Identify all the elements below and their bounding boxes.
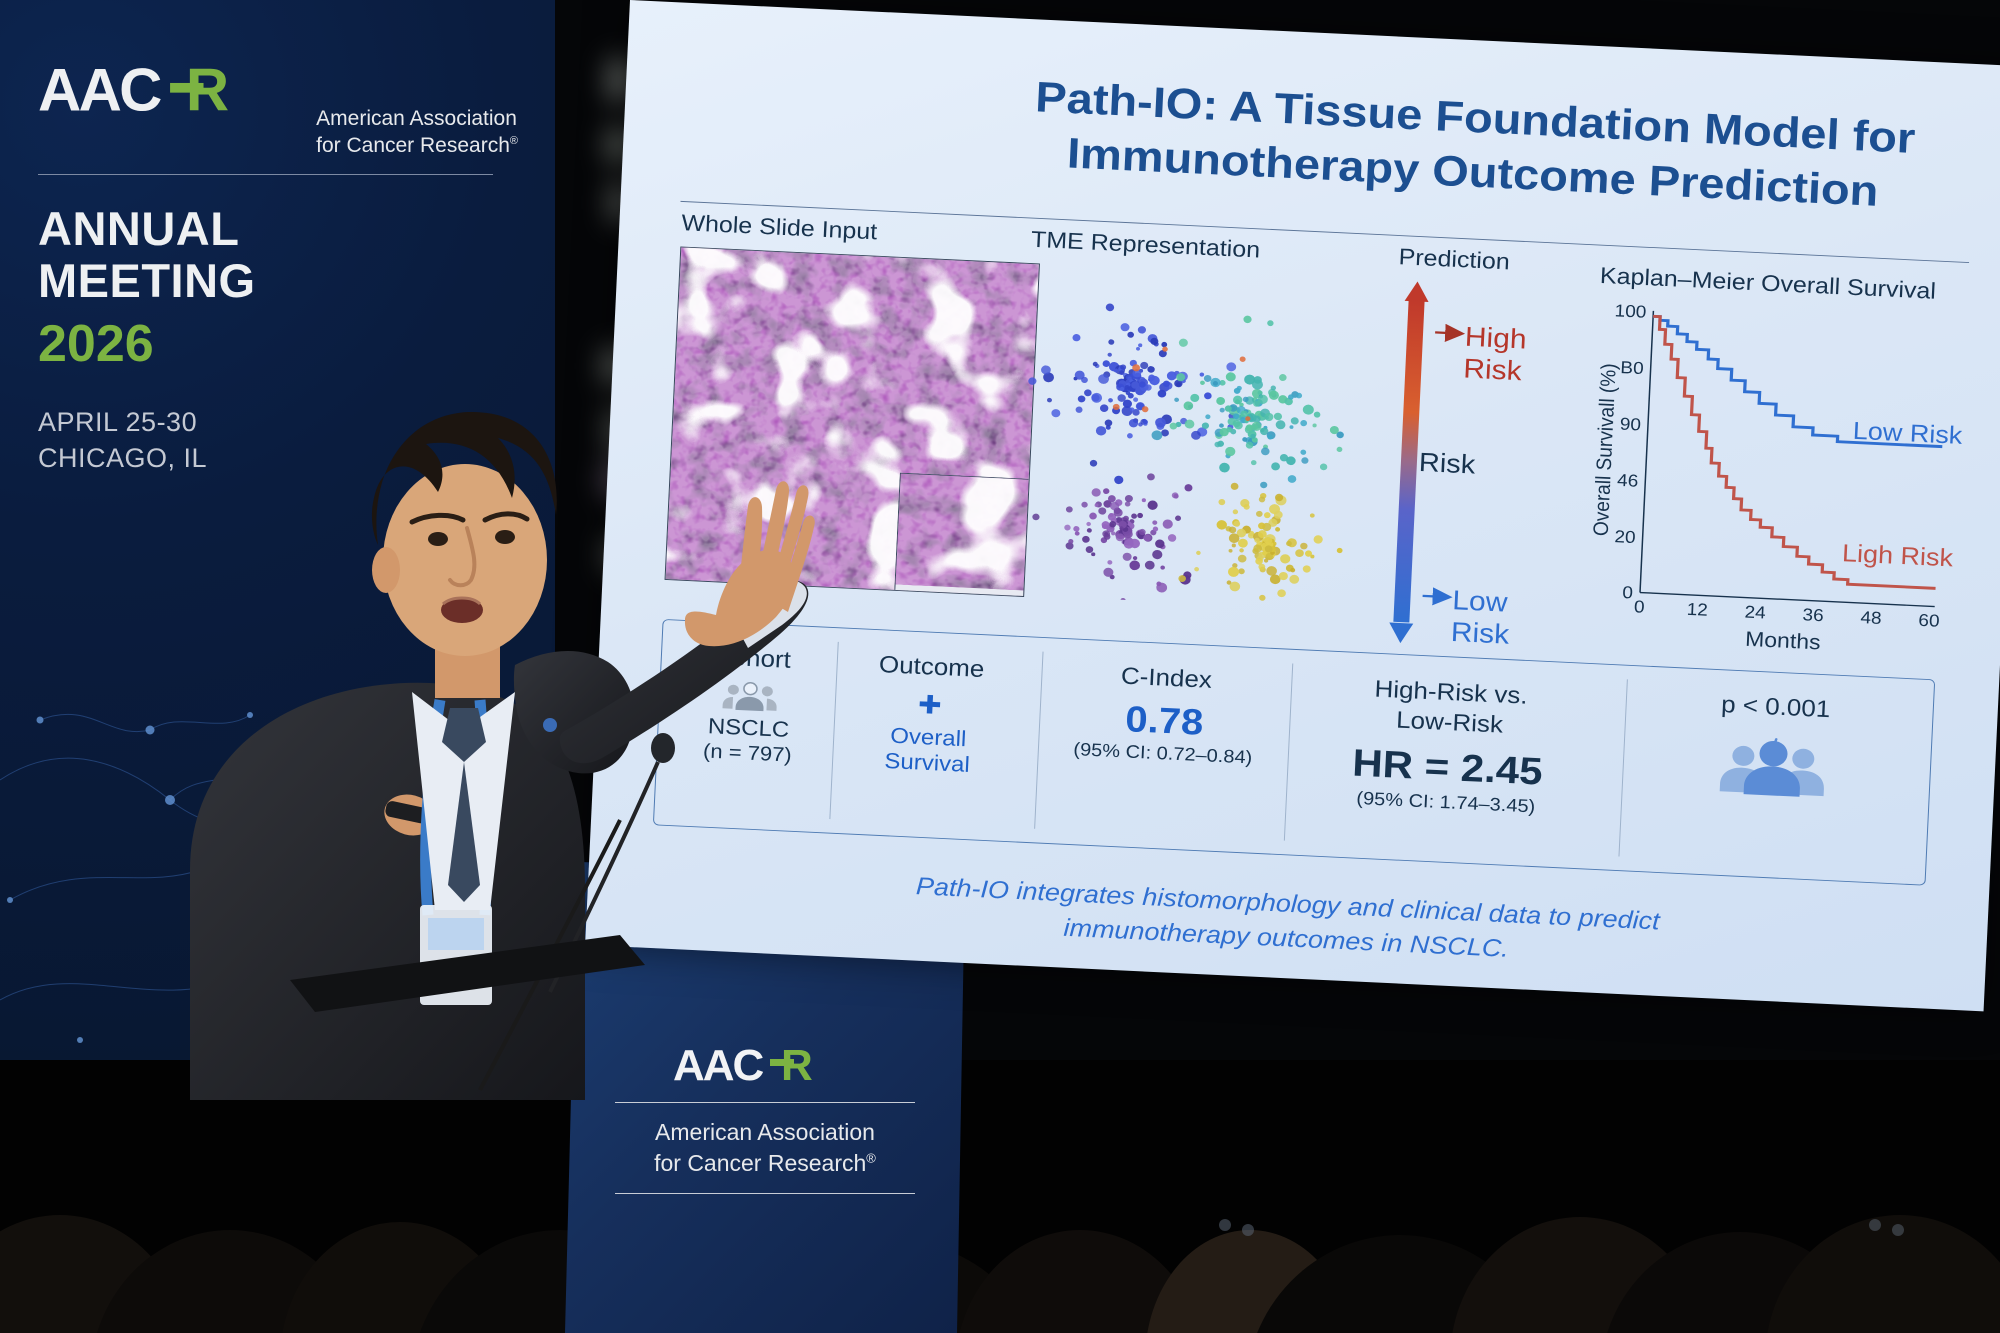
svg-text:0: 0 bbox=[1622, 583, 1633, 603]
svg-text:36: 36 bbox=[1802, 605, 1824, 625]
svg-text:0: 0 bbox=[1634, 597, 1645, 617]
svg-text:High: High bbox=[1464, 322, 1527, 355]
svg-text:Overall Survivall (%): Overall Survivall (%) bbox=[1590, 363, 1621, 537]
svg-text:90: 90 bbox=[1619, 414, 1641, 434]
svg-text:Low Risk: Low Risk bbox=[1852, 418, 1963, 450]
svg-text:100: 100 bbox=[1614, 301, 1647, 322]
svg-text:Risk: Risk bbox=[1463, 354, 1523, 387]
svg-text:24: 24 bbox=[1744, 602, 1766, 622]
svg-text:B0: B0 bbox=[1620, 358, 1644, 378]
svg-text:Months: Months bbox=[1745, 627, 1821, 654]
svg-text:AAC: AAC bbox=[38, 56, 161, 123]
svg-text:Low: Low bbox=[1452, 585, 1509, 618]
svg-text:60: 60 bbox=[1918, 611, 1940, 631]
svg-text:Ligh Risk: Ligh Risk bbox=[1841, 540, 1953, 572]
svg-text:20: 20 bbox=[1614, 527, 1636, 547]
svg-text:46: 46 bbox=[1617, 471, 1639, 491]
svg-text:Risk: Risk bbox=[1450, 617, 1510, 650]
svg-text:12: 12 bbox=[1686, 600, 1708, 620]
svg-text:Risk: Risk bbox=[1418, 447, 1476, 479]
svg-text:48: 48 bbox=[1860, 608, 1882, 628]
